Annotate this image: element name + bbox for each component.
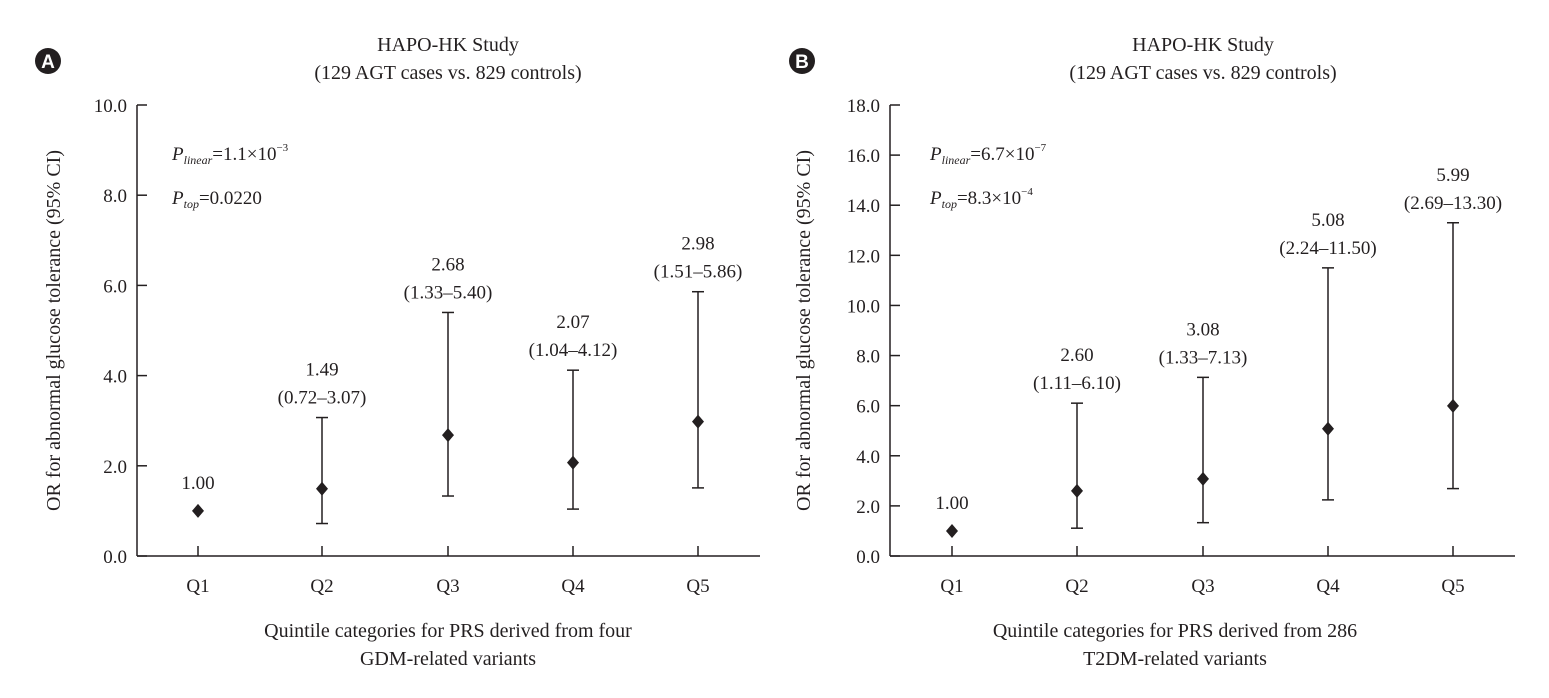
y-tick-label: 10.0 [847, 296, 880, 317]
or-value-label: 2.07 [556, 312, 589, 333]
p-value-annotation-top: Ptop=8.3×10−4 [929, 186, 1033, 211]
x-tick-label: Q4 [561, 576, 585, 597]
data-point-q2 [316, 481, 328, 496]
x-tick-label: Q3 [436, 576, 459, 597]
y-tick-label: 10.0 [94, 96, 127, 117]
x-tick-label: Q3 [1191, 576, 1214, 597]
x-tick-label: Q2 [1065, 576, 1088, 597]
x-axis-label: Quintile categories for PRS derived from… [264, 620, 632, 642]
panel-b: B HAPO-HK Study (129 AGT cases vs. 829 con… [789, 34, 1515, 670]
ci-label: (2.69–13.30) [1404, 193, 1502, 214]
or-value-label: 2.68 [431, 254, 464, 275]
x-tick-label: Q4 [1316, 576, 1340, 597]
ci-label: (1.33–5.40) [404, 282, 493, 303]
or-value-label: 5.08 [1311, 210, 1344, 231]
or-value-label: 3.08 [1186, 319, 1219, 340]
y-tick-label: 16.0 [847, 146, 880, 167]
p-value-annotation-linear: Plinear=1.1×10−3 [171, 142, 289, 167]
y-tick-label: 18.0 [847, 96, 880, 117]
or-value-label: 2.98 [681, 234, 714, 255]
y-tick-label: 2.0 [103, 457, 127, 478]
data-point-q1 [192, 503, 204, 518]
ci-label: (2.24–11.50) [1279, 238, 1376, 259]
chart-subtitle: (129 AGT cases vs. 829 controls) [1069, 62, 1336, 84]
data-point-q4 [1322, 421, 1334, 436]
or-value-label: 2.60 [1060, 345, 1093, 366]
x-tick-label: Q1 [186, 576, 209, 597]
chart-title: HAPO-HK Study [377, 34, 519, 56]
x-axis-label: GDM-related variants [360, 648, 536, 670]
or-value-label: 1.49 [305, 360, 338, 381]
x-tick-label: Q5 [686, 576, 709, 597]
y-axis-label: OR for abnormal glucose tolerance (95% C… [43, 150, 65, 511]
chart-subtitle: (129 AGT cases vs. 829 controls) [314, 62, 581, 84]
chart-title: HAPO-HK Study [1132, 34, 1274, 56]
data-point-q4 [567, 455, 579, 470]
p-value-annotation-top: Ptop=0.0220 [171, 188, 262, 211]
y-tick-label: 14.0 [847, 196, 880, 217]
ci-label: (1.04–4.12) [529, 340, 618, 361]
y-tick-label: 6.0 [856, 397, 880, 418]
or-value-label: 1.00 [935, 493, 968, 514]
panel-a: A HAPO-HK Study (129 AGT cases vs. 829 con… [35, 34, 760, 670]
x-tick-label: Q2 [310, 576, 333, 597]
ci-label: (0.72–3.07) [278, 388, 367, 409]
or-value-label: 1.00 [181, 473, 214, 494]
panel-badge [35, 48, 61, 74]
y-tick-label: 4.0 [103, 367, 127, 388]
y-tick-label: 8.0 [103, 186, 127, 207]
x-tick-label: Q1 [940, 576, 963, 597]
panel-badge [789, 48, 815, 74]
y-tick-label: 4.0 [856, 447, 880, 468]
data-point-q5 [1447, 398, 1459, 413]
ci-label: (1.11–6.10) [1033, 373, 1121, 394]
y-tick-label: 12.0 [847, 246, 880, 267]
data-point-q1 [946, 523, 958, 538]
y-tick-label: 0.0 [103, 547, 127, 568]
or-value-label: 5.99 [1436, 165, 1469, 186]
data-point-q5 [692, 414, 704, 429]
y-tick-label: 2.0 [856, 497, 880, 518]
x-axis-label: Quintile categories for PRS derived from… [993, 620, 1357, 642]
y-tick-label: 0.0 [856, 547, 880, 568]
ci-label: (1.33–7.13) [1159, 347, 1248, 368]
p-value-annotation-linear: Plinear=6.7×10−7 [929, 142, 1047, 167]
x-tick-label: Q5 [1441, 576, 1464, 597]
x-axis-label: T2DM-related variants [1083, 648, 1267, 670]
data-point-q3 [442, 428, 454, 443]
ci-label: (1.51–5.86) [654, 262, 743, 283]
y-tick-label: 6.0 [103, 276, 127, 297]
y-axis-label: OR for abnormal glucose tolerance (95% C… [793, 150, 815, 511]
data-point-q2 [1071, 483, 1083, 498]
panel-label: A [41, 52, 55, 73]
y-tick-label: 8.0 [856, 347, 880, 368]
data-point-q3 [1197, 471, 1209, 486]
panel-label: B [795, 52, 809, 73]
